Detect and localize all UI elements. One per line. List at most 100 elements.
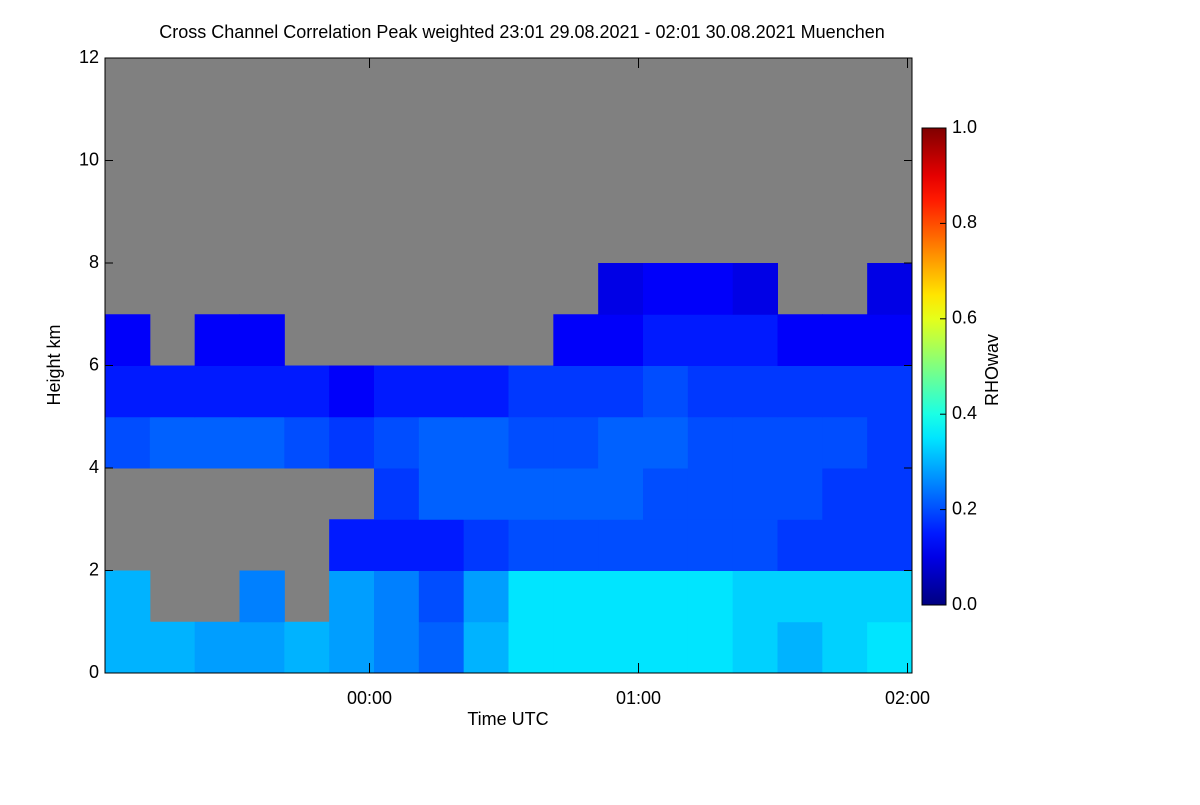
heatmap-cell — [598, 365, 644, 418]
heatmap-cell — [687, 621, 734, 674]
heatmap-cell — [822, 621, 868, 674]
heatmap-cell — [463, 365, 509, 418]
colorbar-tick-label: 0.4 — [952, 403, 977, 423]
heatmap-cell — [643, 570, 689, 623]
heatmap-cell — [508, 519, 554, 571]
heatmap-cell — [463, 416, 509, 469]
colorbar-tick-label: 1.0 — [952, 117, 977, 137]
heatmap-cell — [418, 365, 465, 418]
heatmap-cell — [732, 416, 778, 469]
heatmap-cell — [149, 365, 196, 418]
heatmap-cell — [687, 468, 734, 520]
y-tick-label: 8 — [89, 252, 99, 272]
heatmap-cell — [284, 365, 330, 418]
heatmap-cell — [194, 621, 240, 674]
colorbar-label: RHOwav — [982, 334, 1002, 406]
heatmap-cell — [463, 570, 509, 623]
x-axis-label: Time UTC — [467, 709, 548, 729]
heatmap-cell — [194, 314, 240, 366]
heatmap-cell — [598, 263, 644, 315]
heatmap-cell — [732, 570, 778, 623]
heatmap-cell — [553, 468, 599, 520]
heatmap-cell — [105, 365, 151, 418]
heatmap-cell — [284, 621, 330, 674]
heatmap-cell — [598, 314, 644, 366]
heatmap-cell — [418, 570, 465, 623]
heatmap-cell — [239, 365, 285, 418]
colorbar-tick-label: 0.0 — [952, 594, 977, 614]
heatmap-cell — [374, 570, 420, 623]
x-tick-label: 00:00 — [347, 688, 392, 708]
heatmap-cell — [329, 570, 375, 623]
heatmap-cell — [553, 519, 599, 571]
heatmap-cell — [687, 365, 734, 418]
y-tick-label: 10 — [79, 149, 99, 169]
heatmap-cell — [105, 416, 151, 469]
heatmap-cell — [329, 416, 375, 469]
heatmap-cell — [732, 519, 778, 571]
heatmap-cell — [418, 621, 465, 674]
heatmap-cell — [643, 263, 689, 315]
heatmap-cell — [105, 570, 151, 623]
colorbar-tick-label: 0.6 — [952, 308, 977, 328]
heatmap-cell — [239, 621, 285, 674]
heatmap-cell — [732, 365, 778, 418]
heatmap-cell — [867, 570, 913, 623]
heatmap-cell — [867, 314, 913, 366]
heatmap-cell — [194, 416, 240, 469]
heatmap-cell — [732, 314, 778, 366]
heatmap-cell — [105, 314, 151, 366]
heatmap-cell — [867, 621, 913, 674]
y-tick-label: 12 — [79, 47, 99, 67]
heatmap-cell — [643, 416, 689, 469]
colorbar — [921, 127, 947, 606]
heatmap-cell — [777, 365, 823, 418]
colorbar-tick-label: 0.2 — [952, 498, 977, 518]
heatmap-cell — [194, 365, 240, 418]
heatmap-cell — [777, 416, 823, 469]
heatmap-cell — [822, 519, 868, 571]
heatmap-cell — [508, 365, 554, 418]
heatmap-cell — [822, 365, 868, 418]
heatmap-cell — [239, 416, 285, 469]
heatmap-cell — [374, 365, 420, 418]
heatmap-cell — [598, 621, 644, 674]
heatmap-cell — [508, 570, 554, 623]
heatmap-cell — [149, 621, 196, 674]
y-axis-label: Height km — [44, 324, 64, 405]
heatmap-cell — [284, 416, 330, 469]
heatmap-cell — [777, 621, 823, 674]
heatmap-cell — [239, 570, 285, 623]
y-tick-label: 4 — [89, 457, 99, 477]
heatmap-cell — [598, 416, 644, 469]
chart-title: Cross Channel Correlation Peak weighted … — [159, 22, 885, 42]
heatmap-cell — [508, 621, 554, 674]
heatmap-cell — [149, 416, 196, 469]
heatmap-cell — [374, 621, 420, 674]
x-tick-label: 01:00 — [616, 688, 661, 708]
heatmap-cell — [643, 314, 689, 366]
heatmap-cell — [822, 314, 868, 366]
x-tick-label: 02:00 — [885, 688, 930, 708]
heatmap-cell — [732, 263, 778, 315]
heatmap-cell — [687, 570, 734, 623]
heatmap-cell — [463, 519, 509, 571]
heatmap-cell — [687, 416, 734, 469]
heatmap-cell — [732, 468, 778, 520]
heatmap-cell — [598, 468, 644, 520]
heatmap-cell — [374, 468, 420, 520]
heatmap-cell — [553, 416, 599, 469]
heatmap-cell — [374, 519, 420, 571]
heatmap-cell — [687, 519, 734, 571]
heatmap-cell — [329, 621, 375, 674]
heatmap-cell — [418, 416, 465, 469]
heatmap-cell — [553, 570, 599, 623]
heatmap-cell — [867, 365, 913, 418]
heatmap-cell — [553, 314, 599, 366]
heatmap-cell — [867, 263, 913, 315]
heatmap-cell — [598, 570, 644, 623]
heatmap-cell — [643, 621, 689, 674]
heatmap-cell — [329, 365, 375, 418]
heatmap-cell — [687, 263, 734, 315]
